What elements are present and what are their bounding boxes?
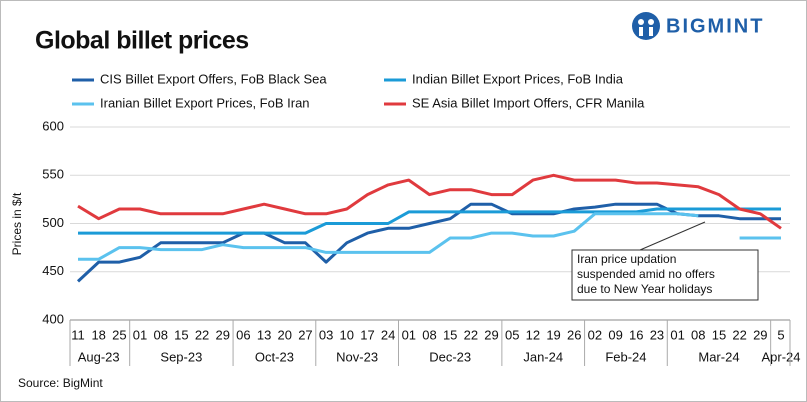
x-tick-label: 27 xyxy=(298,327,312,342)
x-tick-label: 08 xyxy=(153,327,167,342)
x-tick-label: 11 xyxy=(71,327,85,342)
logo-icon xyxy=(638,19,644,25)
logo-icon xyxy=(639,27,643,36)
brand: BIGMINT xyxy=(666,15,764,37)
legend-label: Indian Billet Export Prices, FoB India xyxy=(412,71,624,86)
logo: BIGMINT xyxy=(632,12,764,40)
x-tick-label: 29 xyxy=(753,327,767,342)
logo-icon xyxy=(648,19,654,25)
x-tick-label: 20 xyxy=(278,327,292,342)
logo-icon xyxy=(632,12,660,40)
x-tick-label: 22 xyxy=(464,327,478,342)
y-tick-label: 400 xyxy=(42,311,64,326)
x-group-label: Jan-24 xyxy=(523,349,563,364)
x-tick-label: 06 xyxy=(236,327,250,342)
x-tick-label: 01 xyxy=(402,327,416,342)
x-tick-label: 22 xyxy=(195,327,209,342)
x-tick-label: 15 xyxy=(443,327,457,342)
x-tick-label: 5 xyxy=(777,327,784,342)
annotation-leader xyxy=(639,221,706,251)
y-tick-label: 550 xyxy=(42,167,64,182)
x-tick-label: 16 xyxy=(629,327,643,342)
x-tick-label: 10 xyxy=(340,327,354,342)
x-tick-label: 29 xyxy=(484,327,498,342)
x-group-label: Feb-24 xyxy=(605,349,646,364)
legend-label: Iranian Billet Export Prices, FoB Iran xyxy=(100,95,310,110)
x-tick-label: 12 xyxy=(526,327,540,342)
x-tick-label: 09 xyxy=(608,327,622,342)
x-group-label: Sep-23 xyxy=(160,349,202,364)
x-tick-label: 15 xyxy=(712,327,726,342)
x-tick-label: 05 xyxy=(505,327,519,342)
source: Source: BigMint xyxy=(18,376,103,390)
legend-label: CIS Billet Export Offers, FoB Black Sea xyxy=(100,71,327,86)
x-group-label: Aug-23 xyxy=(78,349,120,364)
x-group-label: Apr-24 xyxy=(761,349,800,364)
x-tick-label: 01 xyxy=(133,327,147,342)
x-tick-label: 23 xyxy=(650,327,664,342)
y-tick-label: 500 xyxy=(42,215,64,230)
x-group-label: Mar-24 xyxy=(698,349,739,364)
x-tick-label: 18 xyxy=(91,327,105,342)
x-tick-label: 29 xyxy=(216,327,230,342)
y-axis-label: Prices in $/t xyxy=(10,192,24,255)
series-line xyxy=(78,212,781,261)
x-tick-label: 19 xyxy=(546,327,560,342)
series-line xyxy=(78,207,781,235)
x-tick-label: 08 xyxy=(422,327,436,342)
series-line xyxy=(76,202,781,283)
x-tick-label: 25 xyxy=(112,327,126,342)
logo-icon xyxy=(649,27,653,36)
x-tick-label: 24 xyxy=(381,327,395,342)
series-line xyxy=(77,173,782,230)
x-tick-label: 22 xyxy=(732,327,746,342)
y-tick-label: 600 xyxy=(42,118,64,133)
x-tick-label: 01 xyxy=(670,327,684,342)
legend-label: SE Asia Billet Import Offers, CFR Manila xyxy=(412,95,645,110)
x-group-label: Oct-23 xyxy=(255,349,294,364)
x-tick-label: 03 xyxy=(319,327,333,342)
x-tick-label: 17 xyxy=(360,327,374,342)
annotation-holder: Iran price updation suspended amid no of… xyxy=(577,252,715,296)
annotation: Iran price updation suspended amid no of… xyxy=(577,252,715,296)
x-tick-label: 15 xyxy=(174,327,188,342)
y-tick-label: 450 xyxy=(42,263,64,278)
x-tick-label: 13 xyxy=(257,327,271,342)
x-group-label: Nov-23 xyxy=(336,349,378,364)
chart-title: Global billet prices xyxy=(35,27,249,55)
x-group-label: Dec-23 xyxy=(429,349,471,364)
x-tick-label: 26 xyxy=(567,327,581,342)
annotation-box xyxy=(571,249,759,301)
x-tick-label: 02 xyxy=(588,327,602,342)
x-tick-label: 08 xyxy=(691,327,705,342)
